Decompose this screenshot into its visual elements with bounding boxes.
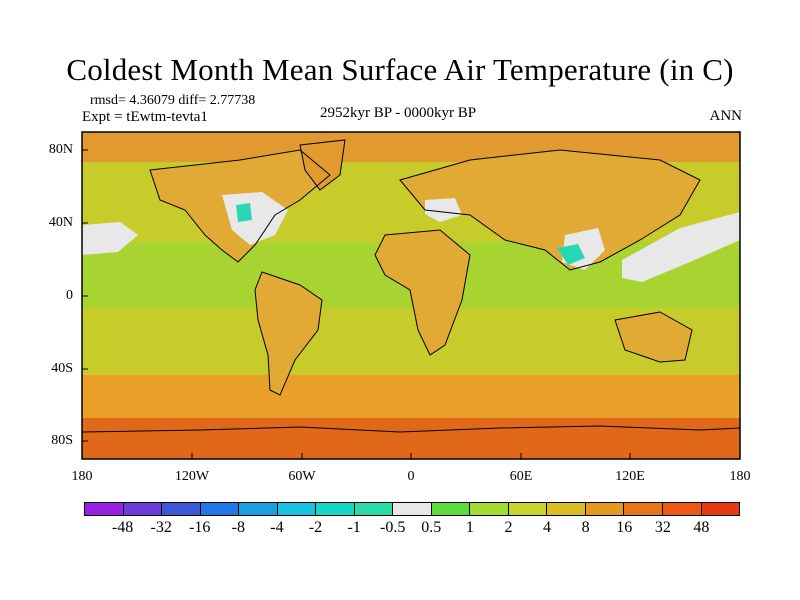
colorbar-swatch: [316, 503, 355, 515]
colorbar-swatch: [585, 503, 625, 515]
colorbar-swatch: [200, 503, 240, 515]
colorbar-swatch: [470, 503, 509, 515]
period-label: 2952kyr BP - 0000kyr BP: [320, 105, 477, 121]
colorbar-label: 0.5: [421, 519, 442, 536]
colorbar-label: 4: [543, 519, 552, 536]
near-zero-europe: [425, 198, 462, 222]
colorbar: [84, 502, 740, 516]
colorbar-label: -2: [308, 519, 323, 536]
lon-label-180w: 180: [71, 469, 93, 484]
season-label: ANN: [709, 108, 743, 124]
lon-label-60e: 60E: [509, 469, 533, 484]
colorbar-label: -32: [150, 519, 172, 536]
cool-anomaly-asia: [557, 244, 585, 265]
lon-label-0: 0: [407, 469, 415, 484]
lat-label-80s: 80S: [51, 433, 73, 448]
coast-greenland: [299, 139, 346, 191]
colorbar-swatch: [393, 503, 432, 515]
axis-ticks: [81, 149, 741, 459]
land-greenland: [300, 140, 345, 190]
colorbar-swatch: [624, 503, 663, 515]
colorbar-swatch: [508, 503, 548, 515]
lat-label-80n: 80N: [48, 142, 73, 157]
colorbar-swatch: [354, 503, 394, 515]
land-australia: [615, 312, 692, 362]
colorbar-label: 8: [581, 519, 590, 536]
coast-south-america: [254, 271, 323, 396]
land-africa: [375, 230, 470, 355]
stats-text: rmsd= 4.36079 diff= 2.77738: [90, 93, 256, 108]
colorbar-label: -16: [189, 519, 211, 536]
colorbar-swatch: [431, 503, 471, 515]
colorbar-swatch: [547, 503, 586, 515]
colorbar-label: -4: [270, 519, 284, 536]
colorbar-label: -1: [347, 519, 361, 536]
antarctica-region: [82, 418, 740, 459]
lon-label-60w: 60W: [288, 469, 316, 484]
cool-anomaly-north-america: [236, 203, 252, 222]
colorbar-label: 16: [616, 519, 633, 536]
land-south-america: [255, 272, 322, 395]
colorbar-swatch: [701, 503, 740, 515]
colorbar-label: 32: [654, 519, 671, 536]
colorbar-label: 1: [465, 519, 474, 536]
near-zero-western-pacific: [622, 212, 740, 282]
lon-label-180e: 180: [729, 469, 751, 484]
coast-australia: [614, 311, 693, 363]
colorbar-swatch: [162, 503, 201, 515]
colorbar-swatch: [239, 503, 278, 515]
coastlines: [82, 139, 740, 433]
coast-africa: [374, 229, 471, 356]
coast-eurasia: [399, 149, 701, 271]
lon-label-120w: 120W: [174, 469, 210, 484]
colorbar-swatch: [662, 503, 702, 515]
colorbar-swatch: [277, 503, 317, 515]
colorbar-label: -48: [111, 519, 134, 536]
colorbar-swatch: [123, 503, 163, 515]
lat-label-0: 0: [66, 288, 73, 303]
arctic-band: [82, 132, 740, 162]
colorbar-label: -8: [231, 519, 246, 536]
lat-label-40n: 40N: [48, 215, 73, 230]
experiment-label: Expt = tEwtm-tevta1: [82, 109, 208, 125]
coast-antarctica: [82, 425, 740, 433]
colorbar-swatch: [85, 503, 124, 515]
southern-ocean-band: [82, 375, 740, 425]
near-zero-pacific: [82, 222, 138, 255]
lon-label-120e: 120E: [615, 469, 645, 484]
land-eurasia: [400, 150, 700, 270]
colorbar-label: 48: [693, 519, 710, 536]
chart-title: Coldest Month Mean Surface Air Temperatu…: [66, 52, 734, 87]
colorbar-label: 2: [504, 519, 513, 536]
lat-label-40s: 40S: [51, 361, 73, 376]
coast-north-america: [149, 149, 331, 263]
colorbar-label: -0.5: [380, 519, 406, 536]
